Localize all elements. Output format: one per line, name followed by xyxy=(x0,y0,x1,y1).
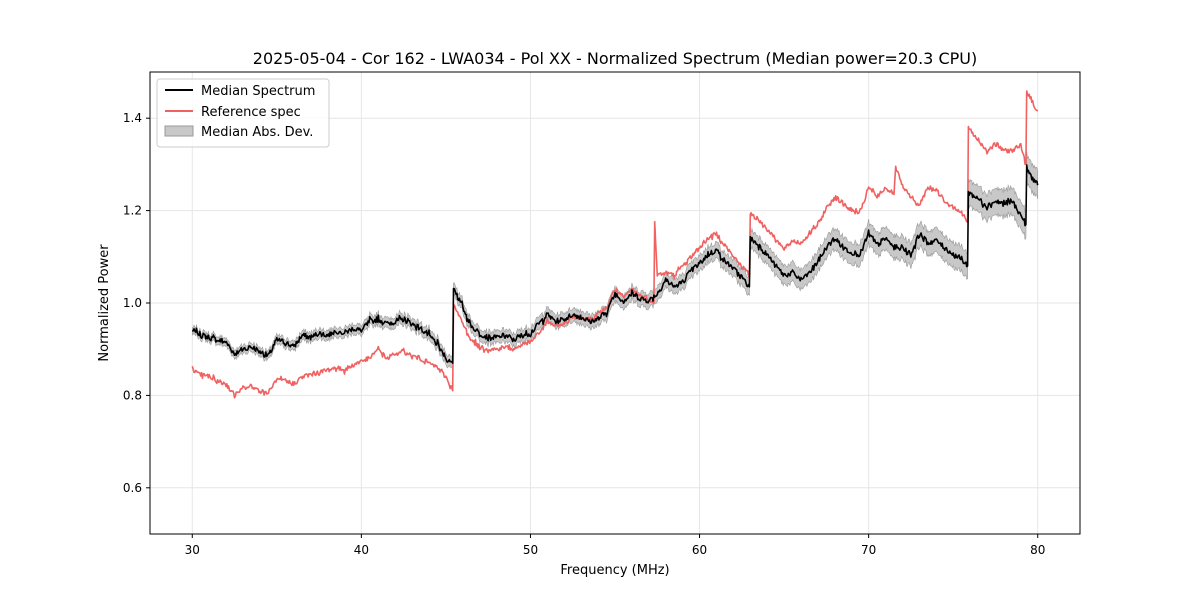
x-tick-label: 70 xyxy=(861,543,876,557)
median-abs-dev-band xyxy=(192,151,1038,370)
y-tick-label: 1.0 xyxy=(123,296,142,310)
tick-layer: 30 40 50 60 70 80 0.6 0.8 1.0 1.2 1.4 xyxy=(123,111,1045,557)
legend-median-label: Median Spectrum xyxy=(201,84,315,99)
legend-reference-label: Reference spec xyxy=(201,105,301,120)
x-tick-label: 40 xyxy=(354,543,369,557)
grid-layer xyxy=(150,72,1080,534)
x-tick-label: 50 xyxy=(523,543,538,557)
reference-spec-line xyxy=(191,90,1039,399)
y-tick-label: 1.2 xyxy=(123,204,142,218)
y-tick-label: 0.8 xyxy=(123,388,142,402)
y-tick-label: 0.6 xyxy=(123,481,142,495)
legend-mad-label: Median Abs. Dev. xyxy=(201,125,313,140)
x-tick-label: 30 xyxy=(185,543,200,557)
x-tick-label: 80 xyxy=(1030,543,1045,557)
mad-band-layer xyxy=(192,151,1038,370)
median-spectrum-line xyxy=(191,164,1039,364)
y-axis-label: Normalized Power xyxy=(97,244,112,362)
x-tick-label: 60 xyxy=(692,543,707,557)
y-tick-label: 1.4 xyxy=(123,111,142,125)
legend: Median Spectrum Reference spec Median Ab… xyxy=(156,78,330,148)
x-axis-label: Frequency (MHz) xyxy=(560,563,669,578)
legend-mad-swatch xyxy=(164,125,194,137)
series-layer xyxy=(191,90,1039,399)
chart-title: 2025-05-04 - Cor 162 - LWA034 - Pol XX -… xyxy=(253,49,977,68)
legend-box xyxy=(156,78,330,148)
